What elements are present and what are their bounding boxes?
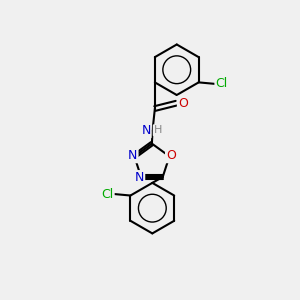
- Text: N: N: [135, 171, 144, 184]
- Text: N: N: [128, 149, 138, 162]
- Text: Cl: Cl: [215, 77, 228, 90]
- Text: N: N: [141, 124, 151, 137]
- Text: O: O: [166, 149, 176, 162]
- Text: H: H: [154, 125, 162, 135]
- Text: Cl: Cl: [101, 188, 114, 200]
- Text: O: O: [178, 97, 188, 110]
